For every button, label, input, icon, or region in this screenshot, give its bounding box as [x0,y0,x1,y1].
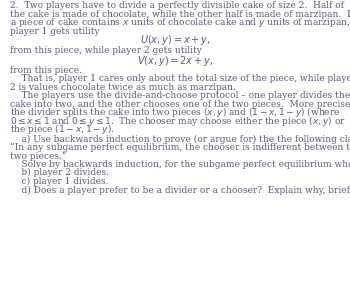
Text: a piece of cake contains $x$ units of chocolate cake and $y$ units of marzipan,: a piece of cake contains $x$ units of ch… [10,16,350,29]
Text: 2 is values chocolate twice as much as marzipan.: 2 is values chocolate twice as much as m… [10,83,236,92]
Text: “In any subgame perfect equilibrium, the chooser is indifferent between the: “In any subgame perfect equilibrium, the… [10,143,350,152]
Text: d) Does a player prefer to be a divider or a chooser?  Explain why, briefly.: d) Does a player prefer to be a divider … [10,186,350,195]
Text: two pieces.”: two pieces.” [10,152,67,161]
Text: player 1 gets utility: player 1 gets utility [10,27,100,36]
Text: $V(x, y) = 2x + y,$: $V(x, y) = 2x + y,$ [137,54,213,68]
Text: $0 \leq x \leq 1$ and $0 \leq y \leq 1$.  The chooser may choose either the piec: $0 \leq x \leq 1$ and $0 \leq y \leq 1$.… [10,115,346,128]
Text: $U(x, y) = x + y,$: $U(x, y) = x + y,$ [140,33,210,47]
Text: The players use the divide-and-choose protocol – one player divides the: The players use the divide-and-choose pr… [10,91,350,100]
Text: the piece $(1-x, 1-y)$.: the piece $(1-x, 1-y)$. [10,123,115,136]
Text: a) Use backwards induction to prove (or argue for) the the following claim:: a) Use backwards induction to prove (or … [10,135,350,144]
Text: from this piece, while player 2 gets utility: from this piece, while player 2 gets uti… [10,46,202,55]
Text: the divider splits the cake into two pieces $(x, y)$ and $(1-x, 1-y)$ (where: the divider splits the cake into two pie… [10,105,341,119]
Text: b) player 2 divides.: b) player 2 divides. [10,168,110,178]
Text: cake into two, and the other chooses one of the two pieces.  More precisely,: cake into two, and the other chooses one… [10,100,350,109]
Text: from this piece.: from this piece. [10,66,83,75]
Text: Solve by backwards induction, for the subgame perfect equilibrium when:: Solve by backwards induction, for the su… [10,160,350,169]
Text: 2.  Two players have to divide a perfectly divisible cake of size 2.  Half of: 2. Two players have to divide a perfectl… [10,1,344,10]
Text: the cake is made of chocolate, while the other half is made of marzipan.  If: the cake is made of chocolate, while the… [10,10,350,19]
Text: c) player 1 divides.: c) player 1 divides. [10,177,109,186]
Text: That is, player 1 cares only about the total size of the piece, while player: That is, player 1 cares only about the t… [10,74,350,84]
